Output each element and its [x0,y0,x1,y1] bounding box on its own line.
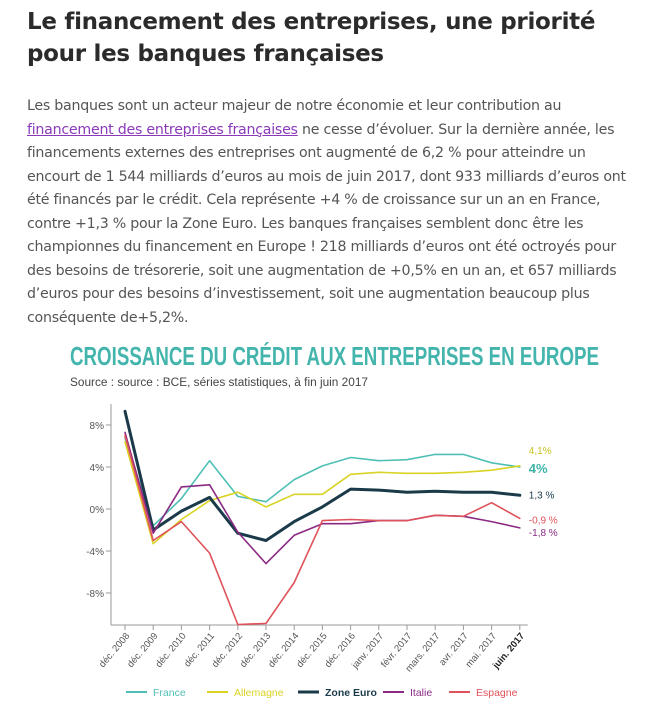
series-line-italie [124,431,521,565]
financement-link[interactable]: financement des entreprises françaises [27,121,298,138]
y-tick-label: 8% [90,421,105,432]
chart-subtitle: Source : source : BCE, séries statistiqu… [70,377,368,389]
paragraph-text-start: Les banques sont un acteur majeur de not… [27,98,562,114]
y-tick-label: 4% [90,463,105,474]
legend-label: Zone Euro [325,687,377,699]
article-paragraph: Les banques sont un acteur majeur de not… [27,95,637,330]
series-end-label: -0,9 % [529,515,558,526]
series-end-label: -1,8 % [529,528,558,539]
y-tick-label: 0% [90,505,105,516]
series-end-label: 1,3 % [529,490,555,501]
series-end-label: 4,1% [529,446,552,457]
legend-label: France [153,687,186,699]
credit-growth-chart: CROISSANCE DU CRÉDIT AUX ENTREPRISES EN … [70,342,599,699]
series-line-zone-euro [123,409,522,542]
legend-label: Italie [410,687,432,699]
chart-title: CROISSANCE DU CRÉDIT AUX ENTREPRISES EN … [70,342,599,371]
article-title: Le financement des entreprises, une prio… [27,9,596,67]
legend-label: Allemagne [234,687,284,699]
series-line-espagne [124,434,521,626]
series-end-label: 4% [529,461,548,476]
chart-legend: France Allemagne Zone Euro Italie Espagne [126,687,518,699]
chart-figure: CROISSANCE DU CRÉDIT AUX ENTREPRISES EN … [0,330,652,715]
paragraph-text-end: ne cesse d’évoluer. Sur la dernière anné… [27,121,626,326]
y-tick-label: -4% [86,547,104,558]
series-line-france [124,436,521,527]
series-line-allemagne [124,441,521,545]
article: Le financement des entreprises, une prio… [27,0,637,330]
y-tick-label: -8% [86,589,104,600]
legend-label: Espagne [476,687,518,699]
